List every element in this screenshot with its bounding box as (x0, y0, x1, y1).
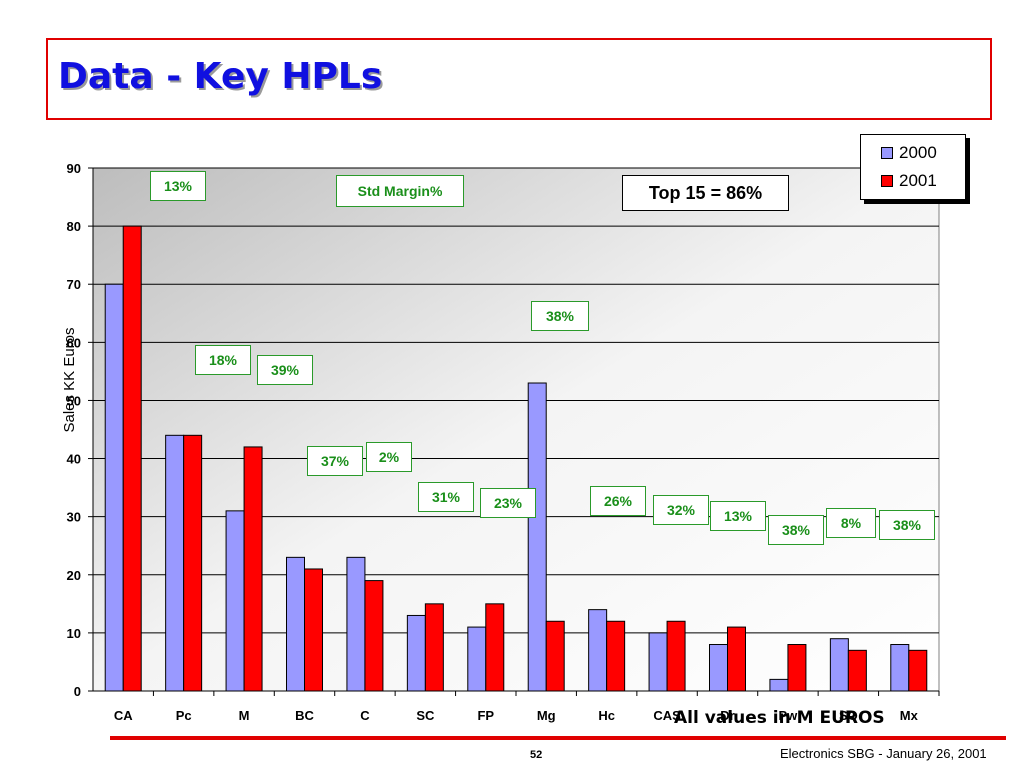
bar-2001-cas (666, 620, 686, 692)
bar-2000-so (829, 638, 849, 692)
legend-item-2001: 2001 (881, 171, 937, 191)
legend-label-2001: 2001 (899, 171, 937, 190)
bar-2001-ca (122, 225, 142, 692)
x-tick-label: Dr (720, 708, 734, 723)
bar-2001-fp (485, 603, 505, 692)
bar-2000-pc (165, 434, 185, 692)
margin-label-m: 39% (257, 355, 313, 385)
margin-label-sc: 31% (418, 482, 474, 512)
y-tick-label: 10 (67, 626, 81, 641)
x-tick-label: Pc (176, 708, 192, 723)
x-tick-label: Hc (598, 708, 615, 723)
bar-2000-mx (890, 644, 910, 692)
slide-title: Data - Key HPLs (58, 56, 383, 97)
plot-area (92, 167, 940, 692)
y-tick-label: 80 (67, 219, 81, 234)
bar-2001-so (847, 649, 867, 692)
bar-2000-hc (588, 609, 608, 692)
values-note: All values in M EUROS (674, 708, 885, 728)
margin-label-mx: 38% (879, 510, 935, 540)
bar-2001-pw (787, 644, 807, 692)
y-tick-label: 60 (67, 335, 81, 350)
bar-2001-dr (727, 626, 746, 692)
margin-label-dr: 13% (710, 501, 766, 531)
margin-label-pw: 38% (768, 515, 824, 545)
x-tick-label: SO (839, 708, 858, 723)
y-tick-label: 20 (67, 568, 81, 583)
bar-2000-c (346, 556, 366, 692)
x-tick-label: M (239, 708, 250, 723)
y-tick-label: 90 (67, 161, 81, 176)
page-number: 52 (530, 749, 543, 761)
y-tick-label: 50 (67, 393, 81, 408)
std-margin-label: Std Margin% (336, 175, 464, 207)
bar-2000-dr (709, 644, 728, 692)
top-15-note: Top 15 = 86% (622, 175, 789, 211)
margin-label-pc: 18% (195, 345, 251, 375)
y-tick-label: 40 (67, 452, 81, 467)
bar-2001-hc (606, 620, 626, 692)
bar-2000-sc (406, 614, 426, 692)
bar-2001-sc (424, 603, 444, 692)
x-tick-label: SC (416, 708, 435, 723)
x-tick-label: CAS (653, 708, 681, 723)
bar-2000-mg (527, 382, 547, 692)
legend-swatch-2001 (881, 175, 893, 187)
legend-item-2000: 2000 (881, 143, 937, 163)
bar-2000-fp (467, 626, 487, 692)
bar-2000-bc (286, 556, 305, 692)
y-tick-label: 30 (67, 510, 81, 525)
y-axis-label: Sales KK Euros (61, 327, 78, 432)
margin-label-mg: 38% (531, 301, 589, 331)
margin-label-bc: 37% (307, 446, 363, 476)
bar-2000-ca (104, 283, 124, 692)
bar-2001-pc (183, 434, 203, 692)
footer-text: Electronics SBG - January 26, 2001 (780, 746, 987, 761)
y-tick-label: 0 (74, 684, 81, 699)
bar-2001-bc (304, 568, 323, 692)
x-tick-label: BC (295, 708, 314, 723)
bar-2001-m (243, 446, 263, 692)
x-tick-label: CA (114, 708, 133, 723)
x-tick-label: C (360, 708, 370, 723)
legend: 2000 2001 (860, 134, 966, 200)
bar-2001-c (364, 580, 384, 692)
margin-label-hc: 26% (590, 486, 646, 516)
margin-label-fp: 23% (480, 488, 536, 518)
x-tick-label: Mx (900, 708, 919, 723)
bar-2000-cas (648, 632, 668, 692)
bar-2000-pw (769, 678, 789, 692)
footer-divider (110, 736, 1006, 740)
x-tick-label: Mg (537, 708, 556, 723)
margin-label-c: 2% (366, 442, 412, 472)
legend-swatch-2000 (881, 147, 893, 159)
margin-label-cas: 32% (653, 495, 709, 525)
bar-2001-mx (908, 649, 928, 692)
title-box: Data - Key HPLs (46, 38, 992, 120)
legend-label-2000: 2000 (899, 143, 937, 162)
margin-label-ca: 13% (150, 171, 206, 201)
bar-2001-mg (545, 620, 565, 692)
x-tick-label: Pw (779, 708, 799, 723)
x-tick-label: FP (477, 708, 494, 723)
bar-2000-m (225, 510, 245, 692)
margin-label-so: 8% (826, 508, 876, 538)
y-tick-label: 70 (67, 277, 81, 292)
